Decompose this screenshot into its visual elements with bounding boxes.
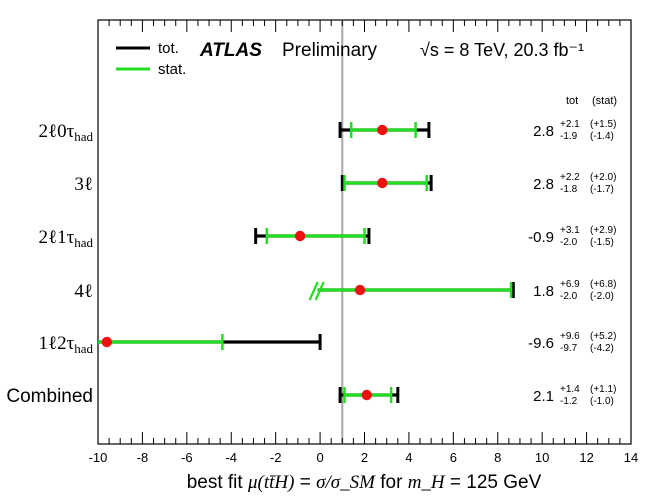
- tot-down-error: -1.8: [560, 184, 578, 195]
- category-label: 2ℓ1τhad: [38, 227, 93, 250]
- result-row: [340, 175, 433, 191]
- x-axis-ticks: -10 -8 -6 -4 -2 0 2 4 6 8 10 12 14: [89, 20, 638, 465]
- value-label-group: 1.8 +6.9-2.0 (+6.8)(-2.0): [533, 279, 616, 302]
- category-labels: 2ℓ0τhad 3ℓ 2ℓ1τhad 4ℓ 1ℓ2τhad Combined: [6, 121, 93, 407]
- x-tick-label: 0: [316, 450, 323, 465]
- x-tick-label: 4: [405, 450, 412, 465]
- central-value: 1.8: [533, 283, 554, 300]
- stat-down-error: (-1.4): [590, 131, 614, 142]
- tot-up-error: +1.4: [560, 384, 580, 395]
- category-label: 3ℓ: [74, 174, 93, 195]
- category-label: 2ℓ0τhad: [38, 121, 93, 144]
- best-fit-point: [377, 124, 388, 136]
- value-label-group: 2.1 +1.4-1.2 (+1.1)(-1.0): [533, 384, 616, 407]
- energy-label: √s = 8 TeV, 20.3 fb⁻¹: [420, 40, 584, 60]
- x-tick-label: -6: [181, 450, 193, 465]
- tot-up-error: +2.2: [560, 172, 580, 183]
- stat-down-error: (-1.0): [590, 396, 614, 407]
- tot-down-error: -2.0: [560, 237, 578, 248]
- value-labels: 2.8 +2.1-1.9 (+1.5)(-1.4) 2.8 +2.2-1.8 (+2.0)…: [528, 119, 616, 407]
- axis-break-mark: [314, 281, 325, 301]
- stat-column-header: (stat): [592, 95, 617, 107]
- stat-up-error: (+1.5): [590, 119, 616, 130]
- result-row: [254, 228, 371, 244]
- x-tick-label: -8: [137, 450, 149, 465]
- value-label-group: 2.8 +2.1-1.9 (+1.5)(-1.4): [533, 119, 616, 142]
- result-row: [308, 281, 515, 301]
- tot-up-error: +3.1: [560, 225, 580, 236]
- tot-up-error: +2.1: [560, 119, 580, 130]
- x-tick-label: 2: [361, 450, 368, 465]
- stat-up-error: (+2.9): [590, 225, 616, 236]
- stat-down-error: (-1.5): [590, 237, 614, 248]
- tot-up-error: +9.6: [560, 331, 580, 342]
- category-label: Combined: [6, 386, 93, 407]
- stat-up-error: (+6.8): [590, 279, 616, 290]
- best-fit-point: [361, 389, 372, 401]
- tot-up-error: +6.9: [560, 279, 580, 290]
- central-value: 2.8: [533, 123, 554, 140]
- result-row: [98, 334, 322, 350]
- x-tick-label: 8: [494, 450, 501, 465]
- category-label: 4ℓ: [74, 281, 93, 302]
- stat-up-error: (+1.1): [590, 384, 616, 395]
- axis-break-mark: [308, 281, 319, 301]
- tot-down-error: -1.9: [560, 131, 578, 142]
- best-fit-point: [354, 284, 366, 296]
- best-fit-point: [377, 177, 388, 189]
- value-label-group: -9.6 +9.6-9.7 (+5.2)(-4.2): [528, 331, 616, 354]
- x-axis-label: best fit μ(tt̄H) = σ/σ_SM for m_H = 125 …: [187, 472, 542, 493]
- stat-down-error: (-1.7): [590, 184, 614, 195]
- central-value: -0.9: [528, 229, 554, 246]
- central-value: 2.8: [533, 176, 554, 193]
- tot-down-error: -9.7: [560, 343, 578, 354]
- x-tick-label: 12: [579, 450, 593, 465]
- stat-up-error: (+2.0): [590, 172, 616, 183]
- x-tick-label: -2: [270, 450, 282, 465]
- category-label: 1ℓ2τhad: [38, 333, 93, 356]
- x-tick-label: 14: [624, 450, 638, 465]
- value-label-group: 2.8 +2.2-1.8 (+2.0)(-1.7): [533, 172, 616, 195]
- legend: tot. stat.: [116, 40, 186, 78]
- best-fit-point: [294, 230, 306, 242]
- x-tick-label: 6: [450, 450, 457, 465]
- x-tick-label: 10: [535, 450, 549, 465]
- error-bars: [98, 122, 515, 403]
- best-fit-point: [101, 336, 113, 348]
- stat-down-error: (-4.2): [590, 343, 614, 354]
- legend-stat-label: stat.: [158, 61, 186, 78]
- tot-down-error: -1.2: [560, 396, 578, 407]
- experiment-label: ATLAS: [199, 40, 262, 61]
- central-value: -9.6: [528, 335, 554, 352]
- x-tick-label: -4: [225, 450, 237, 465]
- preliminary-label: Preliminary: [282, 40, 378, 61]
- result-row: [338, 122, 431, 138]
- stat-down-error: (-2.0): [590, 291, 614, 302]
- result-row: [338, 387, 400, 403]
- x-tick-label: -10: [89, 450, 108, 465]
- central-value: 2.1: [533, 388, 554, 405]
- stat-up-error: (+5.2): [590, 331, 616, 342]
- value-label-group: -0.9 +3.1-2.0 (+2.9)(-1.5): [528, 225, 616, 248]
- tot-column-header: tot: [566, 95, 578, 107]
- legend-tot-label: tot.: [158, 40, 179, 57]
- tot-down-error: -2.0: [560, 291, 578, 302]
